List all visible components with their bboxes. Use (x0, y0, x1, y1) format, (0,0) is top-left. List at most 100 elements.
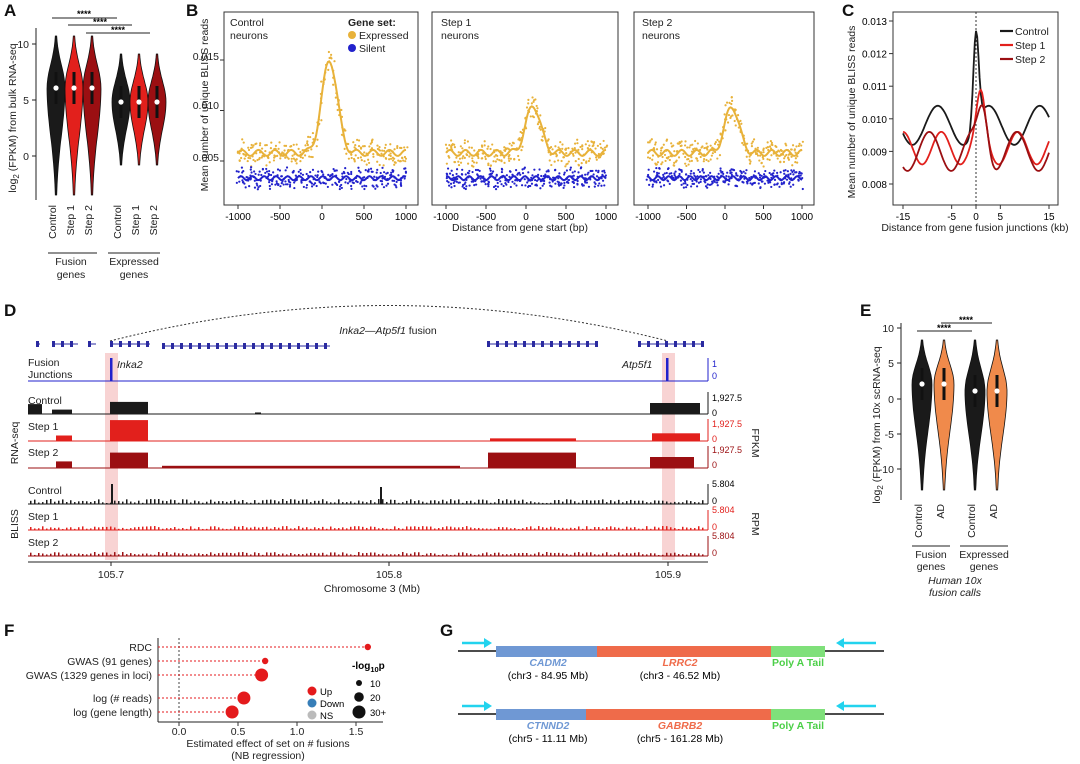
panel-d-bliss-spike (234, 553, 236, 556)
panel-b-point-silent (278, 169, 282, 172)
panel-d-bliss-spike (138, 554, 140, 556)
panel-b-point-silent (698, 170, 701, 174)
panel-b-point-expressed (741, 141, 744, 145)
panel-b-point-silent (448, 172, 452, 175)
panel-b-point-silent (241, 179, 244, 182)
panel-b-point-expressed (557, 159, 560, 162)
panel-b-point-expressed (527, 102, 530, 105)
panel-b-point-silent (562, 186, 565, 189)
panel-d-bliss-spike (110, 526, 112, 530)
panel-b-line-silent (647, 175, 803, 182)
panel-b-point-expressed (562, 156, 566, 159)
panel-d-bliss-spike (190, 554, 192, 556)
panel-b-point-silent (697, 168, 700, 172)
panel-d-bliss-spike (266, 526, 268, 530)
panel-b-point-expressed (254, 160, 257, 163)
panel-d-bliss-spike (230, 528, 232, 530)
panel-b-point-silent (563, 173, 566, 176)
panel-b-point-expressed (551, 148, 554, 151)
panel-d-bliss-spike (606, 552, 608, 556)
panel-d-bliss-spike (242, 526, 244, 530)
panel-d-bliss-spike (554, 553, 556, 556)
panel-b-point-silent (257, 173, 260, 176)
panel-d-bliss-spike (362, 501, 364, 504)
panel-b-point-expressed (347, 157, 350, 160)
panel-b-point-silent (787, 173, 790, 176)
panel-b-point-expressed (504, 149, 507, 152)
panel-b-point-silent (305, 183, 309, 187)
fusion2-gene1-bar (496, 709, 586, 720)
panel-d-bliss-spike (434, 553, 436, 556)
panel-b-point-silent (340, 186, 343, 190)
panel-b-xlabel: Distance from gene start (bp) (452, 222, 588, 234)
panel-d-bliss-spike (62, 528, 64, 530)
panel-d-bliss-spike (342, 552, 344, 556)
panel-d-bliss-spike (382, 527, 384, 530)
panel-d-bliss-spike (526, 552, 528, 556)
panel-b-xtick: 500 (755, 212, 772, 223)
panel-b-point-expressed (673, 164, 676, 167)
panel-b-point-expressed (450, 144, 454, 147)
panel-d-bliss-spike (510, 500, 512, 504)
panel-b-point-expressed (601, 147, 604, 151)
panel-d-bliss-label: BLISS (9, 509, 21, 539)
panel-d-bliss-spike (646, 502, 648, 504)
panel-b-point-silent (668, 172, 671, 175)
panel-d-bliss-spike (66, 502, 68, 504)
panel-d-bliss-spike (438, 554, 440, 556)
panel-c-line-step2 (902, 104, 1050, 172)
panel-e-violins (911, 339, 1008, 491)
panel-d-bliss-spike (606, 527, 608, 530)
panel-d-bliss-spike (558, 499, 560, 504)
panel-b-point-silent (684, 182, 687, 185)
panel-b-point-expressed (795, 145, 798, 148)
panel-d-bliss-spike (454, 500, 456, 504)
panel-b-point-expressed (748, 162, 752, 165)
panel-b-point-silent (696, 175, 699, 178)
panel-b-point-silent (670, 172, 673, 175)
panel-b-point-expressed (586, 146, 589, 150)
panel-d-gene-e-exon (487, 341, 490, 347)
panel-d-bliss-spike (398, 502, 400, 504)
panel-f-xlabel-2: (NB regression) (231, 750, 305, 762)
panel-b-point-expressed (496, 158, 499, 161)
panel-d-bliss-spike (226, 552, 228, 556)
panel-b-point-expressed (651, 154, 655, 157)
fusion1-gene2-label: LRRC2 (662, 657, 697, 669)
panel-c-legend-control: Control (1015, 26, 1049, 38)
panel-b-point-silent (801, 187, 804, 191)
panel-d-bliss-spike (38, 528, 40, 530)
panel-b-point-silent (346, 182, 350, 185)
panel-d-bliss-spike (630, 553, 632, 556)
panel-a-xtick: Control (47, 205, 59, 239)
panel-b-point-silent (558, 172, 561, 175)
panel-d-bliss-spike (110, 554, 112, 556)
panel-b-point-silent (707, 174, 710, 177)
panel-b-point-silent (280, 182, 283, 185)
panel-b-point-expressed (536, 123, 540, 126)
panel-b-point-expressed (367, 158, 370, 161)
panel-b-line-expressed (647, 106, 803, 157)
panel-f-xtick: 0.5 (231, 726, 246, 738)
panel-d-bliss-spike (182, 527, 184, 530)
panel-d-bliss-spike (602, 499, 604, 504)
panel-a-group-expressed: Expressed (109, 256, 159, 268)
panel-b-point-silent (545, 170, 548, 173)
panel-d-bliss-spike (302, 554, 304, 556)
panel-d-highlight-atp5f1 (662, 353, 675, 560)
panel-b-point-silent (571, 171, 574, 174)
panel-d-bliss-spike (310, 552, 312, 556)
panel-b-point-expressed (333, 60, 336, 63)
panel-b-point-expressed (709, 144, 712, 147)
panel-b-point-expressed (661, 155, 664, 159)
panel-d-bliss-spike (606, 502, 608, 504)
panel-b-point-silent (489, 169, 492, 172)
panel-d-bliss-spike (670, 502, 672, 504)
panel-e-violin-median (972, 388, 978, 394)
panel-d-bliss-spike (134, 527, 136, 530)
panel-d-bliss-spike (178, 553, 180, 556)
panel-d-bliss-spike (326, 554, 328, 556)
panel-b-point-silent (445, 173, 449, 176)
panel-d-bliss-spike (478, 499, 480, 504)
panel-d-bliss-spike (434, 500, 436, 504)
